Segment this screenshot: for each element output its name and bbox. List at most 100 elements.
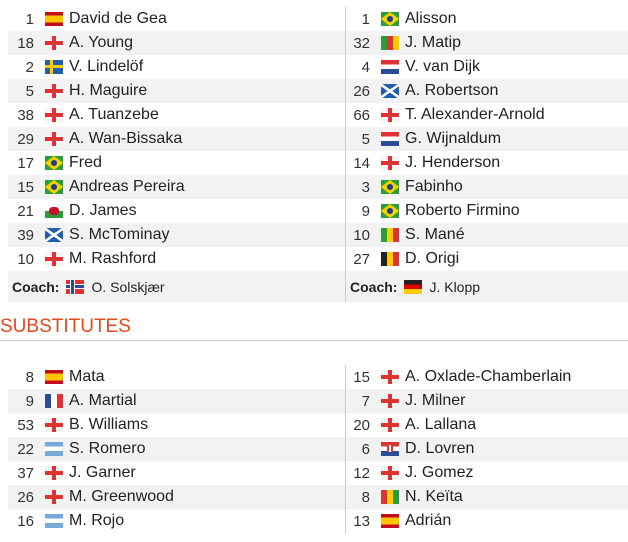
shirt-number: 7 (361, 392, 370, 410)
player-row: 10 M. Rashford (8, 247, 345, 271)
player-name[interactable]: Alisson (405, 10, 457, 27)
coach-name[interactable]: O. Solskjær (91, 278, 165, 295)
coach-name[interactable]: J. Klopp (429, 278, 481, 295)
flag-sco-icon (45, 228, 63, 242)
lineups-table: 1 David de Gea 18 A. Young 2 V. Lindelöf 5 H. M… (8, 7, 628, 302)
flag-nor-icon (66, 279, 85, 294)
flag-esp-icon (45, 12, 63, 26)
shirt-number: 38 (17, 106, 34, 124)
player-name[interactable]: David de Gea (69, 10, 167, 27)
player-row: 17 Fred (8, 151, 345, 175)
player-name[interactable]: A. Lallana (405, 416, 477, 433)
flag-eng-icon (45, 466, 63, 480)
shirt-number: 26 (17, 488, 34, 506)
player-name[interactable]: S. Romero (69, 440, 146, 457)
player-row: 3 Fabinho (346, 175, 628, 199)
player-name[interactable]: A. Martial (69, 392, 137, 409)
player-name[interactable]: M. Rashford (69, 250, 157, 267)
flag-eng-icon (381, 394, 399, 408)
flag-eng-icon (45, 84, 63, 98)
shirt-number: 5 (361, 130, 370, 148)
flag-arg-icon (45, 514, 63, 528)
player-name[interactable]: J. Milner (405, 392, 466, 409)
player-row: 2 V. Lindelöf (8, 55, 345, 79)
player-row: 1 David de Gea (8, 7, 345, 31)
player-name[interactable]: V. van Dijk (405, 58, 480, 75)
flag-sco-icon (381, 84, 399, 98)
substitutes-heading: SUBSTITUTES (0, 316, 131, 337)
player-row: 5 G. Wijnaldum (346, 127, 628, 151)
player-name[interactable]: J. Henderson (405, 154, 501, 171)
player-row: 6 D. Lovren (346, 437, 628, 461)
player-name[interactable]: M. Greenwood (69, 488, 174, 505)
coach-label: Coach: (12, 278, 60, 295)
player-row: 1 Alisson (346, 7, 628, 31)
player-name[interactable]: J. Gomez (405, 464, 474, 481)
player-name[interactable]: G. Wijnaldum (405, 130, 502, 147)
player-name[interactable]: D. James (69, 202, 137, 219)
player-name[interactable]: Fred (69, 154, 102, 171)
flag-esp-icon (45, 370, 63, 384)
flag-eng-icon (381, 156, 399, 170)
flag-sen-icon (381, 228, 399, 242)
flag-swe-icon (45, 60, 63, 74)
player-name[interactable]: H. Maguire (69, 82, 148, 99)
away-coach: Coach: J. Klopp (346, 271, 628, 302)
shirt-number: 5 (25, 82, 34, 100)
away-lineup: 1 Alisson 32 J. Matip 4 V. van Dijk 26 A. Rober… (346, 7, 628, 302)
player-name[interactable]: J. Matip (405, 34, 462, 51)
flag-arg-icon (45, 442, 63, 456)
player-name[interactable]: Mata (69, 368, 105, 385)
shirt-number: 21 (17, 202, 34, 220)
flag-eng-icon (45, 252, 63, 266)
flag-esp-icon (381, 514, 399, 528)
divider (0, 340, 628, 341)
player-name[interactable]: D. Lovren (405, 440, 475, 457)
player-name[interactable]: J. Garner (69, 464, 136, 481)
player-name[interactable]: Andreas Pereira (69, 178, 185, 195)
substitutes-table: 8 Mata 9 A. Martial 53 B. Williams 22 S. Romero… (8, 365, 628, 533)
player-name[interactable]: M. Rojo (69, 512, 125, 529)
flag-eng-icon (381, 108, 399, 122)
player-name[interactable]: A. Wan-Bissaka (69, 130, 183, 147)
player-name[interactable]: A. Robertson (405, 82, 499, 99)
player-row: 39 S. McTominay (8, 223, 345, 247)
player-name[interactable]: A. Tuanzebe (69, 106, 159, 123)
player-name[interactable]: S. McTominay (69, 226, 170, 243)
flag-wal-icon (45, 204, 63, 218)
player-row: 18 A. Young (8, 31, 345, 55)
shirt-number: 9 (25, 392, 34, 410)
player-name[interactable]: N. Keïta (405, 488, 463, 505)
shirt-number: 16 (17, 512, 34, 530)
flag-eng-icon (381, 466, 399, 480)
shirt-number: 15 (353, 368, 370, 386)
flag-cmr-icon (381, 36, 399, 50)
flag-bra-icon (381, 204, 399, 218)
shirt-number: 8 (361, 488, 370, 506)
player-name[interactable]: T. Alexander-Arnold (405, 106, 545, 123)
shirt-number: 1 (25, 10, 34, 28)
player-name[interactable]: B. Williams (69, 416, 149, 433)
flag-ger-icon (404, 279, 423, 294)
player-name[interactable]: D. Origi (405, 250, 460, 267)
flag-eng-icon (381, 370, 399, 384)
player-name[interactable]: S. Mané (405, 226, 465, 243)
player-row: 10 S. Mané (346, 223, 628, 247)
player-name[interactable]: V. Lindelöf (69, 58, 144, 75)
player-row: 8 Mata (8, 365, 345, 389)
flag-bra-icon (381, 12, 399, 26)
flag-ned-icon (381, 132, 399, 146)
shirt-number: 17 (17, 154, 34, 172)
player-row: 15 A. Oxlade-Chamberlain (346, 365, 628, 389)
player-name[interactable]: A. Young (69, 34, 134, 51)
player-name[interactable]: Fabinho (405, 178, 463, 195)
shirt-number: 27 (353, 250, 370, 268)
player-row: 13 Adrián (346, 509, 628, 533)
shirt-number: 10 (353, 226, 370, 244)
player-name[interactable]: Adrián (405, 512, 452, 529)
flag-bra-icon (45, 180, 63, 194)
player-row: 38 A. Tuanzebe (8, 103, 345, 127)
shirt-number: 4 (361, 58, 370, 76)
player-name[interactable]: A. Oxlade-Chamberlain (405, 368, 572, 385)
player-name[interactable]: Roberto Firmino (405, 202, 520, 219)
